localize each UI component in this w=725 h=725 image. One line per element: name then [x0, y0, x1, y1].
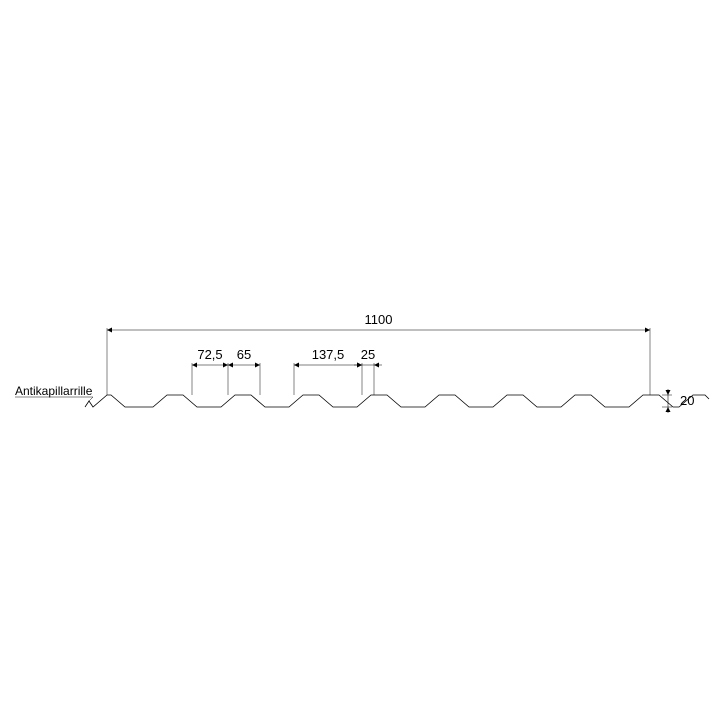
dim-arrow — [357, 363, 362, 368]
dim-arrow — [666, 407, 671, 412]
profile-diagram: 1100 72,5 65 137,5 25 20 Antikapillarrille — [0, 0, 725, 725]
dim-arrow — [107, 328, 112, 333]
profile-outline — [85, 395, 709, 407]
feature-label: Antikapillarrille — [15, 384, 93, 398]
dim-label: 25 — [361, 347, 375, 362]
dim-arrow — [255, 363, 260, 368]
dim-arrow — [374, 363, 379, 368]
dim-label: 137,5 — [312, 347, 345, 362]
dim-label: 65 — [237, 347, 251, 362]
dim-label: 20 — [680, 393, 694, 408]
dim-label: 72,5 — [197, 347, 222, 362]
dim-arrow — [192, 363, 197, 368]
dim-arrow — [645, 328, 650, 333]
dim-arrow — [228, 363, 233, 368]
dim-arrow — [666, 390, 671, 395]
dim-arrow — [223, 363, 228, 368]
dim-arrow — [294, 363, 299, 368]
dim-label: 1100 — [365, 312, 393, 327]
